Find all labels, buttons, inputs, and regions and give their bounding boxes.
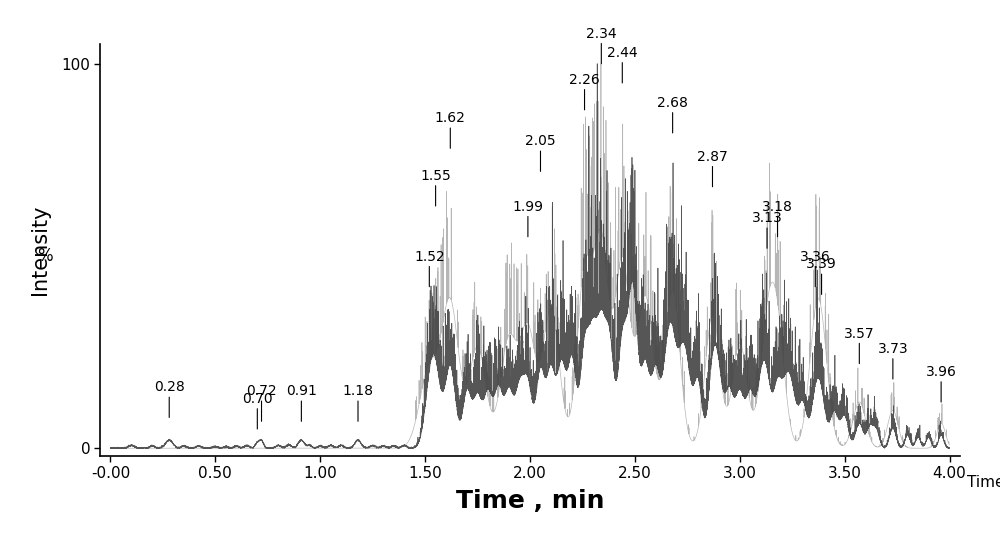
Text: 1.99: 1.99 [512, 200, 543, 237]
Text: 2.44: 2.44 [607, 46, 638, 83]
Text: 1.62: 1.62 [435, 111, 466, 148]
Text: 0.28: 0.28 [154, 380, 185, 418]
Text: 2.34: 2.34 [586, 27, 617, 64]
Text: Time: Time [967, 475, 1000, 490]
Text: 3.13: 3.13 [752, 211, 782, 249]
Text: 0.91: 0.91 [286, 384, 317, 421]
Text: 3.39: 3.39 [806, 257, 837, 295]
Text: 3.96: 3.96 [926, 365, 957, 402]
Text: 1.52: 1.52 [414, 250, 445, 287]
Text: 0.70: 0.70 [242, 392, 273, 429]
Text: 3.18: 3.18 [762, 200, 793, 237]
Text: %: % [37, 247, 53, 265]
Text: 3.57: 3.57 [844, 326, 875, 364]
Text: 1.55: 1.55 [420, 169, 451, 206]
Text: 3.73: 3.73 [878, 342, 908, 379]
X-axis label: Time , min: Time , min [456, 489, 604, 513]
Text: 2.26: 2.26 [569, 73, 600, 110]
Text: 0.72: 0.72 [246, 384, 277, 421]
Text: 2.87: 2.87 [697, 150, 728, 187]
Text: 1.18: 1.18 [342, 384, 374, 421]
Text: 2.68: 2.68 [657, 96, 688, 133]
Y-axis label: Intensity: Intensity [30, 205, 50, 295]
Text: 2.05: 2.05 [525, 135, 556, 171]
Text: 3.36: 3.36 [800, 250, 831, 287]
